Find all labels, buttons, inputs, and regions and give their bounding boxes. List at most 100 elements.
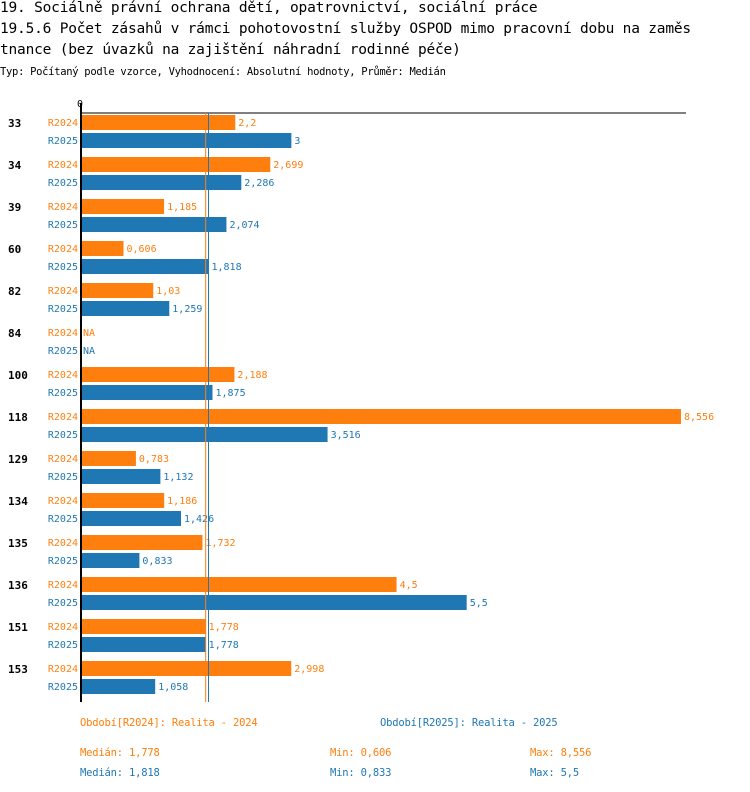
category-label: 134 [8, 495, 28, 508]
bar-r2024-134 [81, 493, 165, 508]
data-label: 1,186 [167, 496, 197, 507]
bar-r2025-136 [81, 595, 467, 610]
data-label: 1,778 [209, 622, 239, 633]
series-label-r2025: R2025 [48, 472, 78, 483]
bar-r2025-60 [81, 259, 209, 274]
series-label-r2024: R2024 [48, 538, 78, 549]
data-label: 1,132 [163, 472, 193, 483]
chart-subtitle: Typ: Počítaný podle vzorce, Vyhodnocení:… [0, 66, 446, 78]
bar-r2024-153 [81, 661, 292, 676]
bar-r2024-136 [81, 577, 397, 592]
data-label: 1,732 [205, 538, 235, 549]
data-label: 0,833 [142, 556, 172, 567]
series-label-r2025: R2025 [48, 514, 78, 525]
series-label-r2024: R2024 [48, 580, 78, 591]
category-label: 60 [8, 243, 21, 256]
data-label: 0,783 [139, 454, 169, 465]
series-label-r2024: R2024 [48, 286, 78, 297]
legend-r2025: Období[R2025]: Realita - 2025 [380, 717, 558, 729]
data-label: 2,286 [244, 178, 274, 189]
indicator-title-line2: tnance (bez úvazků na zajištění náhradní… [0, 42, 461, 58]
series-label-r2024: R2024 [48, 622, 78, 633]
data-label: 1,03 [156, 286, 180, 297]
bar-r2025-151 [81, 637, 206, 652]
data-label: 1,778 [209, 640, 239, 651]
series-label-r2025: R2025 [48, 136, 78, 147]
data-label: 2,188 [237, 370, 267, 381]
series-label-r2024: R2024 [48, 202, 78, 213]
chapter-title: 19. Sociálně právní ochrana dětí, opatro… [0, 0, 538, 16]
data-label: 3 [294, 136, 300, 147]
series-label-r2024: R2024 [48, 160, 78, 171]
data-label: NA [83, 328, 95, 339]
category-label: 39 [8, 201, 21, 214]
data-label: 2,998 [294, 664, 324, 675]
data-label: 1,259 [172, 304, 202, 315]
stat-max-r2024: Max: 8,556 [530, 747, 592, 759]
series-label-r2024: R2024 [48, 496, 78, 507]
data-label: 2,074 [229, 220, 259, 231]
series-label-r2025: R2025 [48, 388, 78, 399]
category-label: 136 [8, 579, 28, 592]
bar-r2024-82 [81, 283, 154, 298]
bar-r2024-135 [81, 535, 203, 550]
category-label: 34 [8, 159, 22, 172]
series-label-r2024: R2024 [48, 454, 78, 465]
category-label: 33 [8, 117, 21, 130]
data-label: 1,875 [215, 388, 245, 399]
series-label-r2025: R2025 [48, 178, 78, 189]
series-label-r2024: R2024 [48, 244, 78, 255]
series-label-r2024: R2024 [48, 412, 78, 423]
stat-median-r2025: Medián: 1,818 [80, 767, 160, 779]
data-label: 2,2 [238, 118, 256, 129]
bar-r2024-151 [81, 619, 206, 634]
data-label: 1,426 [184, 514, 214, 525]
series-label-r2025: R2025 [48, 262, 78, 273]
bar-r2024-100 [81, 367, 235, 382]
bar-r2025-118 [81, 427, 328, 442]
bar-r2024-129 [81, 451, 136, 466]
stat-median-r2024: Medián: 1,778 [80, 747, 160, 759]
series-label-r2025: R2025 [48, 346, 78, 357]
data-label: 1,818 [211, 262, 241, 273]
bar-r2024-34 [81, 157, 271, 172]
series-label-r2025: R2025 [48, 220, 78, 231]
legend-r2024: Období[R2024]: Realita - 2024 [80, 717, 258, 729]
series-label-r2025: R2025 [48, 682, 78, 693]
indicator-title-line1: 19.5.6 Počet zásahů v rámci pohotovostní… [0, 21, 691, 37]
bar-r2024-33 [81, 115, 236, 130]
bar-r2025-39 [81, 217, 227, 232]
bar-r2025-82 [81, 301, 170, 316]
series-label-r2025: R2025 [48, 556, 78, 567]
category-label: 153 [8, 663, 28, 676]
series-label-r2024: R2024 [48, 118, 78, 129]
category-label: 129 [8, 453, 28, 466]
bar-r2025-153 [81, 679, 156, 694]
bar-r2025-34 [81, 175, 242, 190]
category-label: 151 [8, 621, 28, 634]
data-label: NA [83, 346, 95, 357]
data-label: 2,699 [273, 160, 303, 171]
stat-min-r2025: Min: 0,833 [330, 767, 392, 779]
data-label: 1,058 [158, 682, 188, 693]
series-label-r2025: R2025 [48, 304, 78, 315]
category-label: 118 [8, 411, 28, 424]
stat-min-r2024: Min: 0,606 [330, 747, 392, 759]
series-label-r2024: R2024 [48, 370, 78, 381]
data-label: 8,556 [684, 412, 714, 423]
data-label: 0,606 [126, 244, 156, 255]
stat-max-r2025: Max: 5,5 [530, 767, 579, 779]
series-label-r2025: R2025 [48, 598, 78, 609]
series-label-r2024: R2024 [48, 664, 78, 675]
series-label-r2025: R2025 [48, 430, 78, 441]
category-label: 100 [8, 369, 28, 382]
bar-r2025-134 [81, 511, 181, 526]
category-label: 84 [8, 327, 22, 340]
bar-r2025-33 [81, 133, 292, 148]
bar-r2025-129 [81, 469, 161, 484]
bar-r2025-135 [81, 553, 140, 568]
bar-r2024-60 [81, 241, 124, 256]
bar-r2025-100 [81, 385, 213, 400]
data-label: 4,5 [400, 580, 418, 591]
